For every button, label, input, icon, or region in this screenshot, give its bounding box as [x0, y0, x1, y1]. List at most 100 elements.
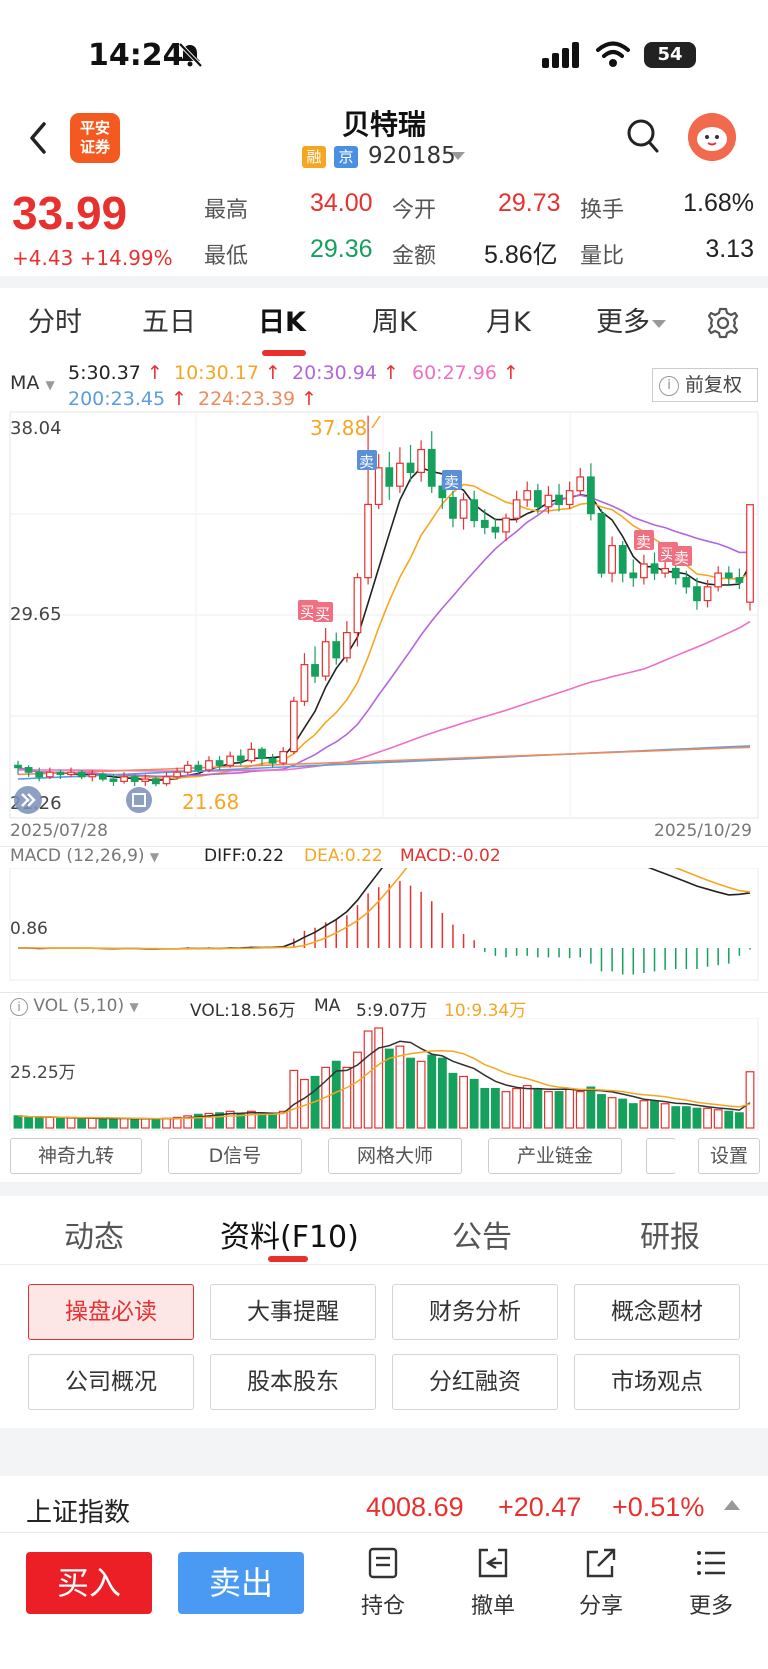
tab-daily-k[interactable]: 日K [258, 307, 306, 338]
volume-bar [278, 1110, 288, 1129]
candle [194, 760, 203, 775]
f10-concepts[interactable]: 概念题材 [574, 1284, 740, 1340]
candle [417, 440, 426, 482]
volume-bar [586, 1086, 596, 1129]
document-icon [368, 1547, 398, 1579]
volume-bar [342, 1066, 352, 1129]
nav-more[interactable]: 更多 [676, 1546, 746, 1620]
tooltip-toggle-icon[interactable] [126, 787, 152, 813]
f10-shareholders[interactable]: 股本股东 [210, 1354, 376, 1410]
volume-bar [246, 1110, 256, 1129]
volume-bar [544, 1091, 553, 1129]
candle [247, 742, 256, 764]
index-pct: +0.51% [612, 1492, 705, 1522]
nav-more-label: 更多 [688, 1594, 733, 1619]
candle [353, 573, 362, 647]
wifi-icon [596, 41, 630, 67]
nav-cancel-label: 撤单 [470, 1594, 515, 1619]
volume-bar [193, 1113, 203, 1129]
date-start: 2025/07/28 [10, 821, 108, 841]
volume-bar [384, 1048, 394, 1129]
macd-dea: DEA:0.22 [304, 846, 383, 866]
buy-signal-mark: 买 [313, 602, 333, 623]
sell-signal-mark: 卖 [442, 470, 462, 491]
stock-code[interactable]: 920185 [368, 143, 456, 169]
candle [714, 566, 723, 592]
ma224-text: 224:23.39 [198, 388, 296, 410]
tab-news[interactable]: 动态 [64, 1220, 124, 1255]
avatar[interactable] [688, 113, 736, 161]
indicator-settings[interactable]: 设置 [698, 1138, 760, 1174]
diff-line [18, 868, 751, 950]
vol-ma10-line [17, 1049, 751, 1120]
tab-intraday[interactable]: 分时 [28, 307, 82, 338]
volume-chart[interactable]: 25.25万 [0, 1018, 768, 1132]
f10-dividends[interactable]: 分红融资 [392, 1354, 558, 1410]
nav-share-label: 分享 [578, 1594, 623, 1619]
adjust-mode-button[interactable]: i 前复权 [652, 368, 758, 402]
f10-must-read[interactable]: 操盘必读 [28, 1284, 194, 1340]
tab-more[interactable]: 更多 [596, 300, 666, 339]
vol-label: VOL (5,10) [33, 996, 125, 1016]
caret-up-icon[interactable] [724, 1500, 740, 1510]
buy-button[interactable]: 买入 [26, 1552, 152, 1614]
back-arrow-icon[interactable] [24, 118, 54, 158]
up-arrow-icon: ↑ [503, 362, 519, 384]
nav-cancel-order[interactable]: 撤单 [458, 1546, 528, 1620]
ma5-line [17, 466, 751, 782]
volume-bar [713, 1109, 723, 1129]
tab-weekly-k[interactable]: 周K [372, 307, 417, 338]
macd-chart[interactable]: 0.86 [0, 868, 768, 982]
gear-icon[interactable] [706, 306, 740, 340]
ma-selector[interactable]: MA ▼ [10, 372, 55, 394]
volume-bar [501, 1091, 511, 1129]
volume-bar [597, 1094, 606, 1129]
price-chart[interactable]: 38.04 29.65 21.26 37.88 21.68 2025/07/28… [0, 410, 768, 846]
svg-text:卖: 卖 [674, 549, 689, 567]
nav-share[interactable]: 分享 [566, 1546, 636, 1620]
turnover-label: 换手 [580, 198, 625, 223]
f10-market-views[interactable]: 市场观点 [574, 1354, 740, 1410]
tab-more-label: 更多 [596, 307, 650, 338]
caret-down-icon: ▼ [149, 850, 160, 864]
volume-bar [480, 1088, 490, 1129]
search-icon[interactable] [626, 118, 660, 154]
chevron-down-icon[interactable] [451, 152, 465, 160]
macd-label: MACD (12,26,9) [10, 846, 145, 866]
indicator-magic-nine[interactable]: 神奇九转 [10, 1138, 142, 1174]
candle [35, 767, 44, 782]
expand-chart-button[interactable] [14, 786, 42, 814]
candle [183, 760, 192, 775]
exchange-tag: 京 [334, 146, 358, 168]
vol-selector[interactable]: i VOL (5,10) ▼ [10, 996, 139, 1016]
tab-research[interactable]: 研报 [640, 1220, 700, 1255]
f10-company-profile[interactable]: 公司概况 [28, 1354, 194, 1410]
vol-ma10: 10:9.34万 [444, 1001, 527, 1021]
volume-bar [459, 1075, 468, 1129]
candle [640, 554, 648, 585]
tab-monthly-k[interactable]: 月K [486, 307, 531, 338]
volume-bar [650, 1100, 659, 1129]
volume-bar [522, 1084, 532, 1129]
candle [470, 490, 479, 528]
candle [459, 493, 468, 530]
ma20-text: 20:30.94 [292, 362, 377, 384]
indicator-grid-master[interactable]: 网格大师 [328, 1138, 462, 1174]
volume-bar [56, 1117, 65, 1129]
nav-position[interactable]: 持仓 [348, 1546, 418, 1620]
svg-text:卖: 卖 [359, 453, 374, 471]
f10-events[interactable]: 大事提醒 [210, 1284, 376, 1340]
volume-bars [13, 1027, 755, 1129]
tab-f10[interactable]: 资料(F10) [220, 1220, 359, 1255]
sell-button[interactable]: 卖出 [178, 1552, 304, 1614]
indicator-industry-chain[interactable]: 产业链金 [488, 1138, 622, 1174]
caret-down-icon: ▼ [129, 1000, 139, 1014]
volume-bar [77, 1118, 87, 1129]
indicator-partial[interactable] [646, 1138, 676, 1174]
indicator-d-signal[interactable]: D信号 [168, 1138, 302, 1174]
volratio-value: 3.13 [705, 235, 754, 263]
tab-five-day[interactable]: 五日 [142, 307, 196, 338]
f10-financials[interactable]: 财务分析 [392, 1284, 558, 1340]
macd-selector[interactable]: MACD (12,26,9) ▼ [10, 846, 159, 866]
tab-announcements[interactable]: 公告 [452, 1220, 512, 1255]
